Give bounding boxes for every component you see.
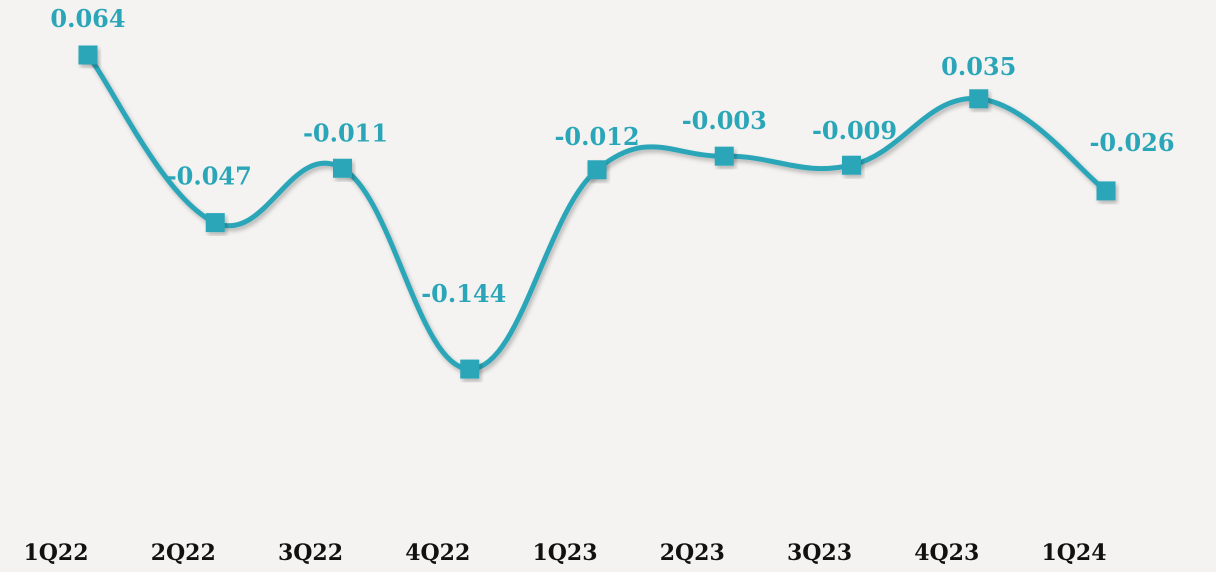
marker-layer	[78, 45, 1116, 379]
data-label: -0.009	[812, 116, 897, 145]
x-tick-label: 2Q23	[660, 540, 725, 566]
data-label: -0.003	[682, 106, 767, 135]
data-point-marker	[78, 45, 98, 65]
x-tick-label: 4Q22	[405, 540, 470, 566]
data-label: 0.064	[50, 4, 125, 33]
x-tick-label: 3Q22	[278, 540, 343, 566]
x-axis: 1Q22 2Q22 3Q22 4Q22 1Q23 2Q23 3Q23 4Q23 1Q24	[23, 540, 1106, 566]
data-label: -0.011	[303, 118, 388, 147]
data-point-marker	[460, 359, 480, 379]
data-label: -0.047	[167, 162, 252, 191]
data-label: -0.144	[421, 279, 506, 308]
x-tick-label: 1Q22	[23, 540, 88, 566]
data-point-marker	[842, 155, 861, 175]
data-point-marker	[587, 160, 607, 180]
series-line	[85, 52, 1109, 372]
data-point-marker	[969, 89, 989, 109]
data-point-marker	[205, 213, 225, 233]
data-label: -0.012	[554, 122, 639, 151]
series-line-layer	[85, 52, 1109, 372]
data-label-layer: 0.064 -0.047 -0.011 -0.144 -0.012 -0.003 -0.00…	[50, 4, 1174, 308]
x-tick-label: 1Q24	[1041, 540, 1106, 566]
x-tick-label: 2Q22	[151, 540, 216, 566]
x-tick-label: 4Q23	[914, 540, 979, 566]
data-point-marker	[333, 158, 352, 178]
data-label: 0.035	[941, 52, 1016, 81]
x-tick-label: 1Q23	[532, 540, 597, 566]
x-tick-label: 3Q23	[787, 540, 852, 566]
data-point-marker	[714, 146, 734, 166]
data-label: -0.026	[1089, 128, 1174, 157]
data-point-marker	[1096, 181, 1116, 201]
